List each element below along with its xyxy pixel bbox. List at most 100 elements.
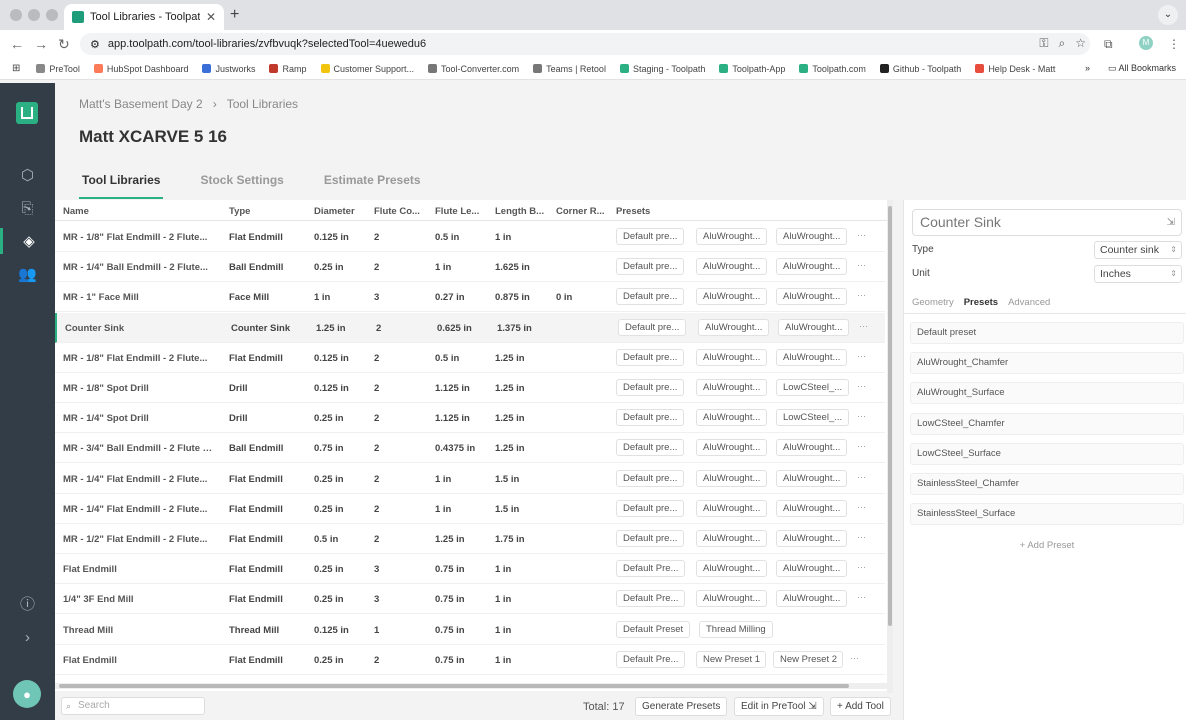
table-row[interactable]: MR - 1/8" Spot Drill Drill 0.125 in 2 1.125 … bbox=[55, 373, 885, 403]
table-row[interactable]: MR - 1/4" Ball Endmill - 2 Flute... Ball … bbox=[55, 252, 885, 283]
preset-chip[interactable]: AluWrought... bbox=[776, 258, 848, 276]
password-key-icon[interactable]: ⚿ bbox=[1039, 36, 1049, 50]
preset-chip[interactable]: Default pre... bbox=[616, 409, 685, 427]
site-info-icon[interactable]: ⚙ bbox=[90, 38, 100, 51]
bookmark-item[interactable]: Justworks bbox=[202, 64, 255, 74]
preset-chip[interactable]: AluWrought... bbox=[696, 560, 768, 578]
preset-chip[interactable]: Thread Milling bbox=[699, 620, 773, 638]
browser-tab[interactable]: Tool Libraries - Toolpath ✕ bbox=[64, 4, 224, 30]
bookmark-item[interactable]: Toolpath.com bbox=[799, 64, 866, 74]
preset-chip[interactable]: LowCSteel_... bbox=[776, 409, 850, 427]
preset-chip[interactable]: New Preset 1 bbox=[696, 650, 766, 668]
documents-icon[interactable]: ⎘ bbox=[21, 199, 34, 217]
edit-in-pretool-button[interactable]: Edit in PreTool ⇲ bbox=[734, 697, 824, 716]
preset-chip[interactable]: Default pre... bbox=[616, 288, 685, 306]
column-header-length-below[interactable]: Length B... bbox=[495, 206, 545, 217]
new-tab-button[interactable]: + bbox=[230, 6, 240, 23]
preset-chip[interactable]: AluWrought... bbox=[696, 379, 768, 396]
tab-search-button[interactable]: ⌄ bbox=[1158, 5, 1178, 25]
more-presets-icon[interactable]: ··· bbox=[850, 652, 859, 663]
preset-chip[interactable]: Default Preset bbox=[616, 620, 691, 638]
column-header-presets[interactable]: Presets bbox=[616, 206, 651, 217]
preset-chip[interactable]: AluWrought... bbox=[778, 318, 850, 336]
type-select[interactable]: Counter sink ⇕ bbox=[1094, 241, 1182, 259]
table-row[interactable]: Thread Mill Thread Mill 0.125 in 1 0.75 in 1 … bbox=[55, 615, 885, 645]
preset-chip[interactable]: Default pre... bbox=[616, 530, 685, 547]
more-presets-icon[interactable]: ··· bbox=[857, 471, 866, 482]
preset-chip[interactable]: New Preset 2 bbox=[773, 650, 843, 668]
table-horizontal-scrollbar[interactable] bbox=[55, 683, 887, 689]
expand-panel-icon[interactable]: ⇲ bbox=[1166, 217, 1175, 228]
preset-chip[interactable]: AluWrought... bbox=[696, 439, 768, 457]
more-presets-icon[interactable]: ··· bbox=[857, 350, 866, 361]
zoom-icon[interactable]: ⌕ bbox=[1058, 36, 1066, 50]
back-icon[interactable]: ← bbox=[10, 36, 24, 52]
bookmark-star-icon[interactable]: ☆ bbox=[1075, 36, 1086, 50]
preset-item[interactable]: LowCSteel_Chamfer bbox=[910, 412, 1184, 435]
parts-cube-icon[interactable]: ⬡ bbox=[20, 167, 35, 184]
generate-presets-button[interactable]: Generate Presets bbox=[635, 697, 728, 716]
preset-chip[interactable]: AluWrought... bbox=[776, 288, 848, 306]
preset-chip[interactable]: AluWrought... bbox=[696, 258, 768, 276]
preset-chip[interactable]: Default pre... bbox=[616, 258, 685, 276]
preset-item[interactable]: StainlessSteel_Surface bbox=[910, 503, 1184, 526]
preset-chip[interactable]: AluWrought... bbox=[776, 560, 848, 578]
preset-chip[interactable]: AluWrought... bbox=[696, 228, 768, 245]
bookmark-item[interactable]: Toolpath-App bbox=[719, 64, 785, 74]
close-tab-icon[interactable]: ✕ bbox=[205, 10, 216, 24]
table-row[interactable]: MR - 1/2" Flat Endmill - 2 Flute... Flat … bbox=[55, 524, 885, 554]
add-tool-button[interactable]: + Add Tool bbox=[830, 697, 891, 716]
bookmark-item[interactable]: Github - Toolpath bbox=[879, 64, 961, 74]
more-presets-icon[interactable]: ··· bbox=[857, 230, 866, 240]
table-vertical-scrollbar[interactable] bbox=[887, 200, 893, 710]
profile-avatar[interactable]: M bbox=[1139, 36, 1153, 50]
tool-name-field[interactable]: Counter Sink ⇲ bbox=[912, 209, 1182, 236]
preset-chip[interactable]: Default pre... bbox=[616, 348, 685, 366]
table-row[interactable]: Flat Endmill Flat Endmill 0.25 in 3 0.75 in 1… bbox=[55, 554, 885, 585]
column-header-flute-count[interactable]: Flute Co... bbox=[374, 206, 420, 217]
bookmark-item[interactable]: Staging - Toolpath bbox=[619, 64, 705, 74]
bookmark-item[interactable]: HubSpot Dashboard bbox=[93, 64, 188, 74]
table-row[interactable]: MR - 1/8" Flat Endmill - 2 Flute... Flat … bbox=[55, 343, 885, 373]
tab-estimate-presets[interactable]: Estimate Presets bbox=[323, 173, 421, 187]
more-presets-icon[interactable]: ··· bbox=[857, 562, 866, 573]
preset-chip[interactable]: AluWrought... bbox=[776, 469, 848, 487]
panel-tab-geometry[interactable]: Geometry bbox=[912, 297, 954, 308]
url-field[interactable]: ⚙ app.toolpath.com/tool-libraries/zvfbvu… bbox=[80, 33, 1090, 55]
more-presets-icon[interactable]: ··· bbox=[857, 501, 866, 512]
preset-chip[interactable]: AluWrought... bbox=[776, 348, 848, 366]
help-icon[interactable]: ⓘ bbox=[19, 595, 35, 613]
table-row[interactable]: 1/4" 3F End Mill Flat Endmill 0.25 in 3 0.75… bbox=[55, 584, 885, 615]
more-bookmarks-button[interactable]: » bbox=[1084, 63, 1090, 73]
more-presets-icon[interactable]: ··· bbox=[857, 290, 866, 301]
reload-icon[interactable]: ↻ bbox=[58, 36, 70, 52]
preset-chip[interactable]: AluWrought... bbox=[696, 590, 768, 608]
panel-tab-advanced[interactable]: Advanced bbox=[1008, 297, 1051, 308]
panel-tab-presets[interactable]: Presets bbox=[963, 297, 999, 308]
table-row[interactable]: Counter Sink Counter Sink 1.25 in 2 0.625 in… bbox=[55, 312, 885, 343]
more-presets-icon[interactable]: ··· bbox=[859, 320, 868, 331]
more-presets-icon[interactable]: ··· bbox=[857, 441, 866, 452]
preset-chip[interactable]: AluWrought... bbox=[696, 469, 768, 487]
preset-chip[interactable]: AluWrought... bbox=[698, 318, 770, 336]
preset-chip[interactable]: Default Pre... bbox=[616, 650, 686, 668]
breadcrumb-parent[interactable]: Matt's Basement Day 2 bbox=[79, 97, 203, 111]
preset-chip[interactable]: Default Pre... bbox=[616, 590, 686, 608]
preset-chip[interactable]: AluWrought... bbox=[776, 590, 848, 608]
preset-chip[interactable]: Default pre... bbox=[616, 439, 685, 457]
preset-chip[interactable]: AluWrought... bbox=[696, 288, 768, 306]
forward-icon[interactable]: → bbox=[34, 36, 48, 52]
table-row[interactable]: MR - 1/8" Flat Endmill - 2 Flute... Flat … bbox=[55, 222, 885, 252]
preset-chip[interactable]: AluWrought... bbox=[776, 530, 848, 547]
preset-chip[interactable]: Default pre... bbox=[616, 379, 685, 396]
preset-chip[interactable]: Default pre... bbox=[618, 318, 687, 336]
preset-chip[interactable]: Default Pre... bbox=[616, 560, 686, 578]
preset-chip[interactable]: Default pre... bbox=[616, 499, 685, 517]
add-preset-button[interactable]: + Add Preset bbox=[1019, 540, 1075, 551]
preset-chip[interactable]: AluWrought... bbox=[776, 499, 848, 517]
preset-chip[interactable]: LowCSteel_... bbox=[776, 379, 850, 396]
bookmark-item[interactable]: PreTool bbox=[36, 64, 80, 74]
column-header-corner-radius[interactable]: Corner R... bbox=[556, 206, 605, 217]
preset-item[interactable]: StainlessSteel_Chamfer bbox=[910, 473, 1184, 495]
preset-chip[interactable]: AluWrought... bbox=[696, 530, 768, 547]
